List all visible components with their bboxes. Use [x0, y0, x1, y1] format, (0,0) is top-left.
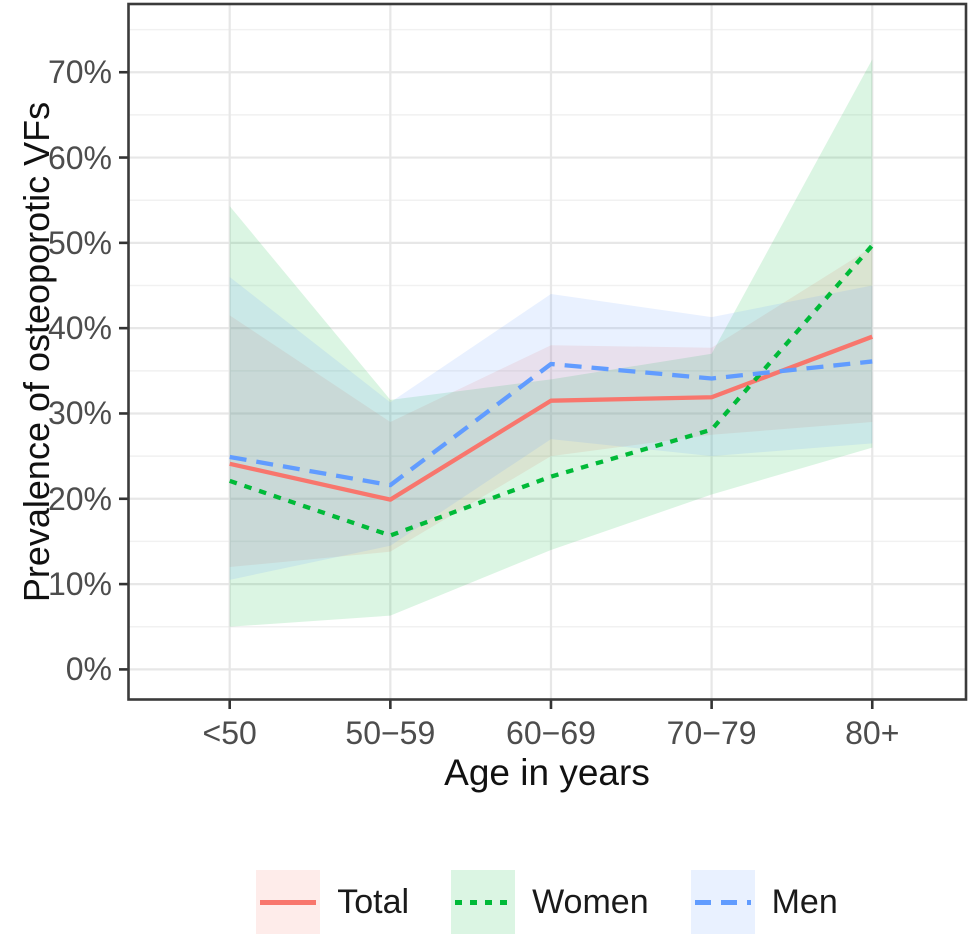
y-axis-title: Prevalence of osteoporotic VFs [16, 101, 57, 603]
legend-item-men: Men [690, 870, 838, 934]
legend-label-total: Total [337, 882, 410, 921]
legend: Total Women Men [128, 870, 966, 934]
x-tick-label: 50−59 [345, 715, 436, 751]
y-tick-label: 10% [47, 566, 112, 603]
legend-label-women: Women [532, 882, 649, 921]
x-tick-label: <50 [202, 715, 257, 751]
x-axis-title: Age in years [444, 752, 650, 793]
legend-swatch-men [690, 870, 755, 934]
x-tick-label: 70−79 [666, 715, 757, 751]
legend-item-total: Total [256, 870, 409, 934]
y-tick-label: 40% [47, 310, 112, 347]
y-tick-label: 20% [47, 480, 112, 517]
x-tick-label: 80+ [845, 715, 900, 751]
legend-line-sample-total [260, 899, 317, 905]
legend-line-sample-men [694, 899, 751, 905]
legend-label-men: Men [771, 882, 838, 921]
y-tick-label: 30% [47, 395, 112, 432]
y-tick-label: 60% [47, 139, 112, 176]
x-tick-label: 60−69 [506, 715, 596, 751]
legend-item-women: Women [451, 870, 649, 934]
y-tick-label: 0% [65, 651, 112, 688]
legend-swatch-women [451, 870, 516, 934]
y-tick-label: 70% [47, 54, 112, 91]
y-tick-label: 50% [47, 224, 112, 261]
legend-swatch-total [256, 870, 321, 934]
legend-line-sample-women [455, 899, 512, 905]
